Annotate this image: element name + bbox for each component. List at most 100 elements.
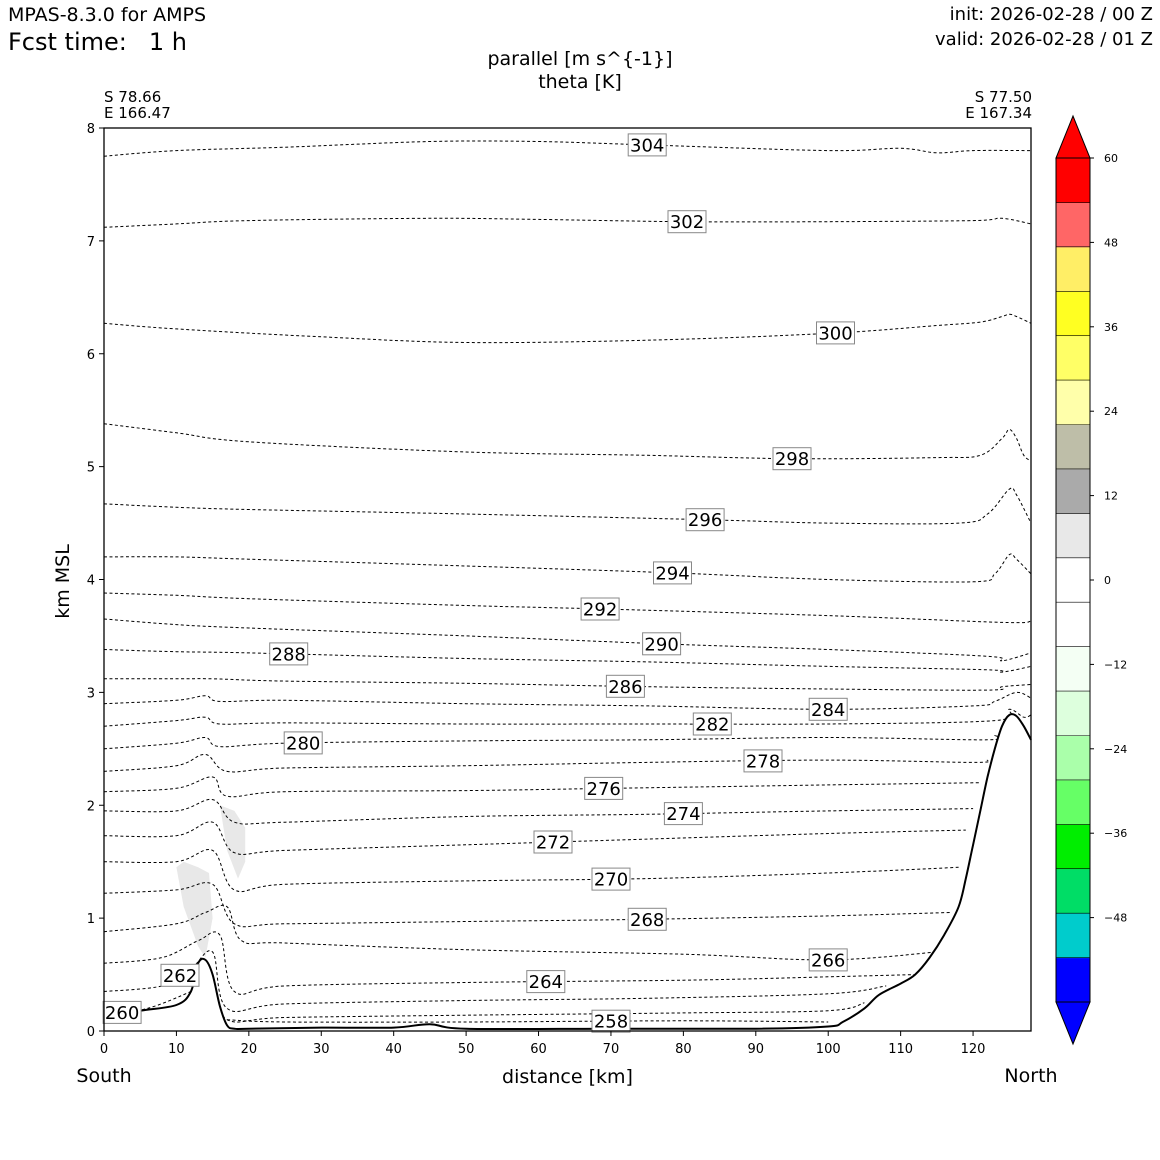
contour-label-box (808, 948, 848, 972)
contour-label-box (283, 731, 323, 755)
y-tick-label: 8 (87, 122, 95, 137)
x-tick-label: 110 (888, 1042, 913, 1057)
contour-label-278: 278 (743, 749, 783, 773)
contour-label-text: 284 (811, 700, 845, 721)
contour-label-box (685, 508, 725, 532)
theta-contour-260 (103, 978, 865, 1023)
plot-title-line2: theta [K] (538, 71, 622, 93)
x-tick-label: 40 (385, 1042, 402, 1057)
contour-label-text: 280 (286, 733, 320, 754)
north-end-label: North (1004, 1065, 1057, 1087)
end-lon: E 167.34 (965, 104, 1032, 122)
theta-contour-262 (103, 950, 887, 1012)
contour-label-text: 294 (655, 563, 689, 584)
contour-label-text: 260 (105, 1003, 139, 1024)
contour-label-box (160, 963, 200, 987)
theta-contour-282 (103, 708, 1032, 727)
contour-label-text: 272 (536, 833, 570, 854)
contour-label-text: 288 (272, 644, 306, 665)
theta-contour-298 (103, 423, 1032, 462)
x-tick-label: 50 (458, 1042, 475, 1057)
contour-label-text: 278 (746, 751, 780, 772)
colorbar-bin (1056, 424, 1090, 470)
valid-time: valid: 2026-02-28 / 01 Z (935, 29, 1153, 50)
contour-label-text: 258 (594, 1012, 628, 1033)
contour-label-box (808, 697, 848, 721)
x-tick-label: 30 (313, 1042, 330, 1057)
contour-label-text: 300 (818, 323, 852, 344)
start-lat: S 78.66 (104, 88, 162, 106)
theta-contour-284 (103, 691, 1032, 710)
colorbar-bin (1056, 202, 1090, 248)
contour-label-284: 284 (808, 697, 848, 721)
theta-contour-278 (103, 753, 990, 773)
contour-label-296: 296 (685, 508, 725, 532)
colorbar-over-arrow (1055, 114, 1091, 159)
contour-label-text: 276 (587, 779, 621, 800)
colorbar-bin (1056, 557, 1090, 603)
contour-label-264: 264 (526, 970, 566, 994)
colorbar-bin (1056, 868, 1090, 914)
contour-label-292: 292 (580, 597, 620, 621)
plot-title: parallel [m s^{-1}] theta [K] (480, 48, 680, 94)
contour-label-box (667, 210, 707, 234)
theta-contour-280 (103, 734, 1003, 750)
end-point-coords: S 77.50 E 167.34 (965, 89, 1032, 121)
contour-label-box (642, 632, 682, 656)
terrain-fill (104, 714, 1031, 1031)
theta-contour-286 (104, 678, 1032, 691)
contour-label-text: 262 (163, 966, 197, 987)
x-axis: 0 10 20 30 40 50 60 70 80 90 100 110 120 (100, 1031, 985, 1057)
contour-label-text: 292 (583, 600, 617, 621)
contour-label-274: 274 (663, 802, 703, 826)
wind-shading-layer (176, 805, 246, 958)
theta-contour-288 (103, 649, 1032, 673)
colorbar-under-arrow (1055, 1001, 1091, 1046)
theta-contour-266 (103, 904, 937, 961)
colorbar-bin (1056, 646, 1090, 692)
x-tick-label: 10 (168, 1042, 185, 1057)
theta-contour-304 (103, 140, 1032, 157)
terrain-line (103, 713, 1032, 1031)
y-tick-label: 2 (87, 799, 95, 814)
theta-contour-274 (103, 798, 974, 825)
theta-contour-296 (103, 487, 1032, 525)
y-tick-label: 1 (87, 912, 95, 927)
contour-label-text: 268 (630, 910, 664, 931)
colorbar-bin (1056, 957, 1090, 1003)
contour-label-text: 282 (695, 715, 729, 736)
colorbar-tick-label: 36 (1104, 321, 1118, 334)
colorbar-tick-label: −36 (1104, 827, 1127, 840)
contour-label-302: 302 (667, 210, 707, 234)
south-end-label: South (76, 1065, 131, 1087)
colorbar-bin (1056, 913, 1090, 959)
y-tick-label: 3 (87, 686, 95, 701)
contour-label-box (533, 830, 573, 854)
contour-label-266: 266 (808, 948, 848, 972)
forecast-time-label: Fcst time: (8, 28, 127, 56)
theta-contour-264 (103, 931, 916, 995)
contour-label-box (269, 642, 309, 666)
start-point-coords: S 78.66 E 166.47 (104, 89, 171, 121)
x-tick-label: 20 (241, 1042, 258, 1057)
plot-title-line1: parallel [m s^{-1}] (487, 48, 673, 70)
model-title: MPAS-8.3.0 for AMPS (8, 4, 207, 26)
contour-label-text: 274 (666, 804, 700, 825)
contour-label-box (627, 907, 667, 931)
contour-label-288: 288 (269, 642, 309, 666)
x-tick-label: 90 (748, 1042, 765, 1057)
contour-label-258: 258 (591, 1009, 631, 1033)
colorbar-tick-label: 48 (1104, 236, 1118, 249)
contour-label-282: 282 (692, 712, 732, 736)
wind-shade-patch-1 (176, 861, 213, 958)
colorbar-bin (1056, 779, 1090, 825)
contour-label-box (692, 712, 732, 736)
colorbar-tick-label: 12 (1104, 490, 1118, 503)
x-tick-label: 60 (530, 1042, 547, 1057)
colorbar-bin (1056, 158, 1090, 203)
contour-label-box (591, 867, 631, 891)
contour-label-text: 266 (811, 950, 845, 971)
contour-label-290: 290 (642, 632, 682, 656)
contour-label-text: 304 (630, 135, 664, 156)
forecast-time-value: 1 h (148, 28, 187, 56)
